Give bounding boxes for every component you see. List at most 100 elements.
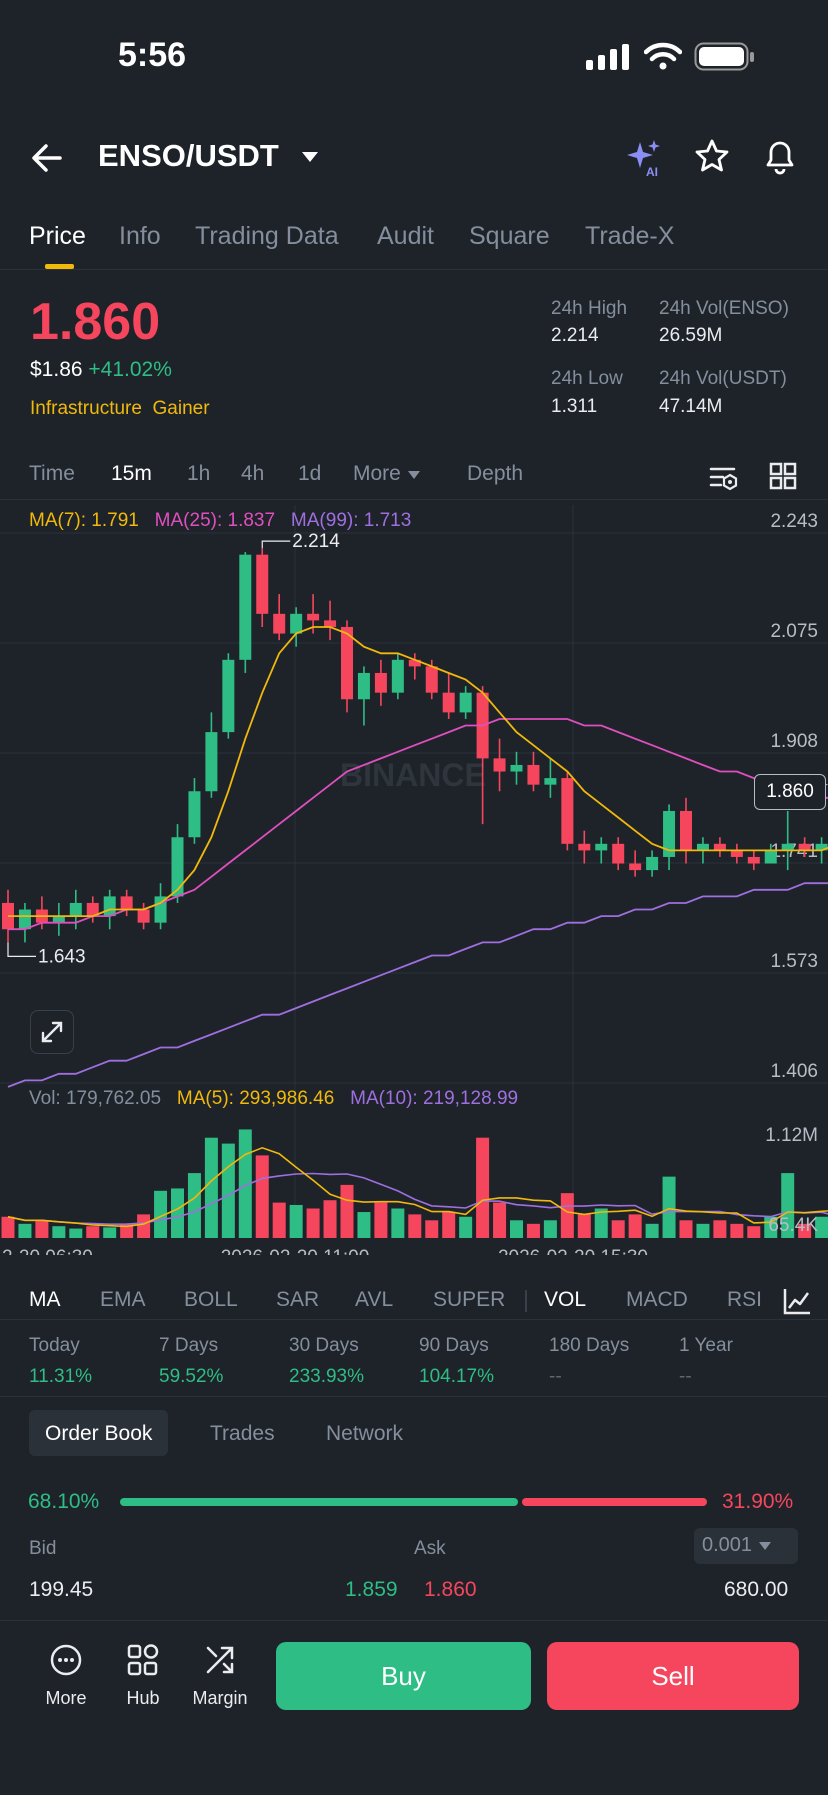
tag-infrastructure[interactable]: Infrastructure <box>30 398 142 419</box>
tab-trades[interactable]: Trades <box>210 1422 275 1445</box>
back-arrow-icon[interactable] <box>30 140 66 176</box>
bid-qty[interactable]: 199.45 <box>29 1578 94 1601</box>
hub-button[interactable]: Hub <box>103 1643 183 1709</box>
low-value: 1.311 <box>551 396 598 417</box>
low-marker <box>7 942 36 957</box>
candle-body <box>188 791 201 838</box>
caret-down-icon[interactable] <box>300 150 320 164</box>
ind-boll[interactable]: BOLL <box>184 1288 238 1311</box>
bell-icon[interactable] <box>762 138 798 176</box>
volume-bar <box>137 1214 151 1238</box>
volume-bar <box>255 1155 269 1238</box>
volume-bar <box>696 1223 710 1238</box>
candle-body <box>18 909 31 930</box>
more-label: More <box>353 462 401 485</box>
tab-square[interactable]: Square <box>469 222 550 250</box>
volume-bar <box>289 1204 303 1238</box>
candle-body <box>781 843 794 851</box>
low-label: 24h Low <box>551 368 623 389</box>
pair-title[interactable]: ENSO/USDT <box>98 138 279 173</box>
candle-body <box>663 810 676 857</box>
candle-body <box>510 764 523 772</box>
interval-time[interactable]: Time <box>29 462 75 485</box>
tab-network[interactable]: Network <box>326 1422 404 1445</box>
precision-select[interactable]: 0.001 <box>694 1528 798 1564</box>
ind-macd[interactable]: MACD <box>626 1288 688 1311</box>
interval-1h[interactable]: 1h <box>187 462 211 485</box>
fullscreen-button[interactable] <box>30 1010 74 1054</box>
volume-bar <box>459 1216 473 1238</box>
candle-body <box>442 692 455 713</box>
sell-ratio: 31.90% <box>722 1490 794 1513</box>
clock: 5:56 <box>118 36 187 74</box>
candle-body <box>341 626 353 700</box>
ma7-line <box>8 626 828 917</box>
interval-4h[interactable]: 4h <box>241 462 265 485</box>
margin-label: Margin <box>192 1688 248 1708</box>
ma25-label: MA(25): 1.837 <box>154 510 276 531</box>
fiat-price: $1.86 <box>30 358 83 381</box>
interval-more[interactable]: More <box>353 462 421 486</box>
last-price: 1.860 <box>30 293 161 351</box>
layout-grid-icon[interactable] <box>769 462 797 490</box>
svg-text:AI: AI <box>646 165 658 178</box>
candle-body <box>205 732 218 792</box>
chart-settings-icon[interactable] <box>708 464 740 492</box>
x-tick-label: 2026-02-20 15:30 <box>498 1247 648 1255</box>
status-bar: 5:56 <box>0 0 828 110</box>
volume-bar <box>577 1214 591 1238</box>
ind-avl[interactable]: AVL <box>355 1288 394 1311</box>
vol-ma5-label: MA(5): 293,986.46 <box>176 1088 335 1109</box>
star-icon[interactable] <box>694 138 730 174</box>
ind-sar[interactable]: SAR <box>276 1288 320 1311</box>
ind-rsi[interactable]: RSI <box>727 1288 763 1311</box>
expand-icon <box>41 1021 63 1043</box>
vol-ma10-label: MA(10): 219,128.99 <box>350 1088 519 1109</box>
fiat-price-line: $1.86 +41.02% <box>30 358 172 382</box>
volume-bar <box>628 1214 642 1238</box>
margin-button[interactable]: Margin <box>180 1643 260 1709</box>
hub-label: Hub <box>126 1688 160 1708</box>
candle-body <box>798 843 811 851</box>
indicator-settings-icon[interactable] <box>782 1286 812 1316</box>
volume-bar <box>221 1143 235 1238</box>
candle-body <box>713 843 726 851</box>
tab-audit[interactable]: Audit <box>377 222 434 250</box>
candle-body <box>273 613 286 634</box>
interval-15m[interactable]: 15m <box>111 462 152 485</box>
interval-1d[interactable]: 1d <box>298 462 322 485</box>
more-button[interactable]: More <box>26 1643 106 1709</box>
buy-button[interactable]: Buy <box>276 1642 531 1710</box>
candle-body <box>52 916 65 923</box>
ai-sparkle-icon[interactable]: AI <box>624 138 664 178</box>
interval-depth[interactable]: Depth <box>467 462 524 485</box>
candle-body <box>578 843 591 851</box>
bid-price[interactable]: 1.859 <box>345 1578 398 1601</box>
candle-body <box>696 843 709 851</box>
kline-chart[interactable]: 2.243 2.075 1.908 1.741 1.573 1.406 2-20 06:30… <box>0 505 828 1255</box>
candle-body <box>815 843 828 851</box>
tab-trade-x[interactable]: Trade-X <box>585 222 675 250</box>
ind-ma[interactable]: MA <box>29 1288 61 1311</box>
ind-super[interactable]: SUPER <box>433 1288 506 1311</box>
signal-icon <box>586 44 629 70</box>
tab-info[interactable]: Info <box>119 222 161 250</box>
ask-price[interactable]: 1.860 <box>424 1578 477 1601</box>
volume-bar <box>493 1202 507 1238</box>
vol-tick-label: 1.12M <box>765 1125 818 1146</box>
tag-gainer[interactable]: Gainer <box>152 398 210 419</box>
ask-qty[interactable]: 680.00 <box>724 1578 789 1601</box>
watermark: BINANCE <box>340 757 486 793</box>
volume-bar <box>781 1173 795 1238</box>
sell-button[interactable]: Sell <box>547 1642 799 1710</box>
perf-value: 11.31% <box>29 1366 93 1387</box>
tab-trading-data[interactable]: Trading Data <box>195 222 339 250</box>
volume-bar <box>611 1220 625 1238</box>
volume-bar <box>815 1216 828 1238</box>
ind-ema[interactable]: EMA <box>100 1288 146 1311</box>
ind-vol[interactable]: VOL <box>544 1288 587 1311</box>
tab-price[interactable]: Price <box>29 222 86 250</box>
tab-order-book[interactable]: Order Book <box>29 1410 169 1456</box>
kline-svg[interactable]: 2.243 2.075 1.908 1.741 1.573 1.406 2-20 06:30… <box>0 505 828 1255</box>
y-tick-label: 1.741 <box>770 841 818 862</box>
